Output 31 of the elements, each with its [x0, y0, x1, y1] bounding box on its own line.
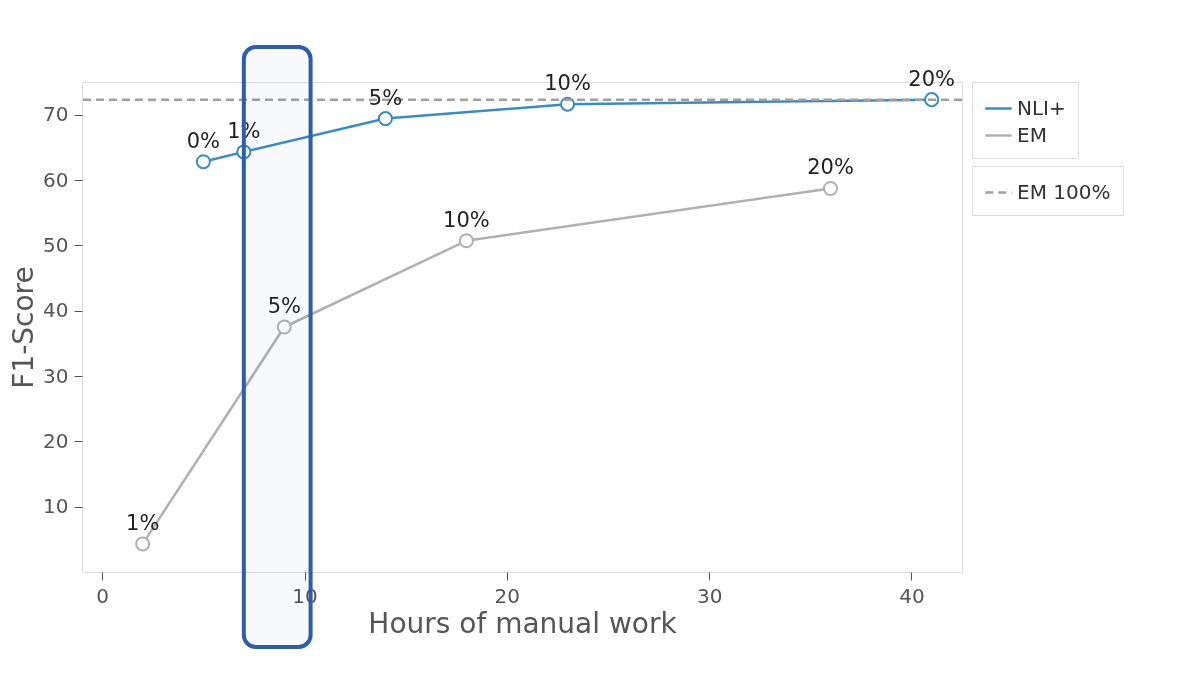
y-tick-label: 40 — [43, 298, 69, 323]
annotation: 10% — [544, 71, 591, 96]
point — [458, 233, 474, 249]
x-tick-label: 0 — [96, 583, 110, 608]
legend-label: NLI+ — [1017, 95, 1066, 120]
annotation: 0% — [186, 128, 221, 153]
point — [276, 319, 292, 335]
annotation: 5% — [368, 85, 403, 110]
y-tick-label: 20 — [43, 428, 69, 453]
x-tick-label: 40 — [899, 583, 925, 608]
x-axis-title: Hours of manual work — [368, 606, 678, 640]
annotation: 20% — [807, 155, 854, 180]
legend-label: EM 100% — [1017, 179, 1111, 204]
legend-label: EM — [1017, 122, 1047, 147]
point — [377, 111, 393, 127]
annotation: 10% — [443, 207, 490, 232]
x-tick-label: 20 — [494, 583, 521, 608]
y-tick-label: 50 — [43, 232, 69, 257]
y-tick-label: 60 — [43, 167, 69, 192]
annotation: 5% — [267, 294, 301, 318]
annotation: 20% — [908, 66, 955, 91]
point — [135, 536, 151, 552]
point — [195, 154, 211, 170]
point — [822, 180, 839, 196]
y-tick-label: 10 — [43, 494, 69, 519]
y-tick-label: 70 — [43, 102, 69, 127]
y-tick-label: 30 — [43, 363, 69, 388]
x-tick-label: 30 — [696, 583, 723, 608]
y-axis-title: F1-Score — [7, 266, 41, 389]
annotation: 1% — [126, 510, 160, 535]
point — [236, 144, 252, 160]
